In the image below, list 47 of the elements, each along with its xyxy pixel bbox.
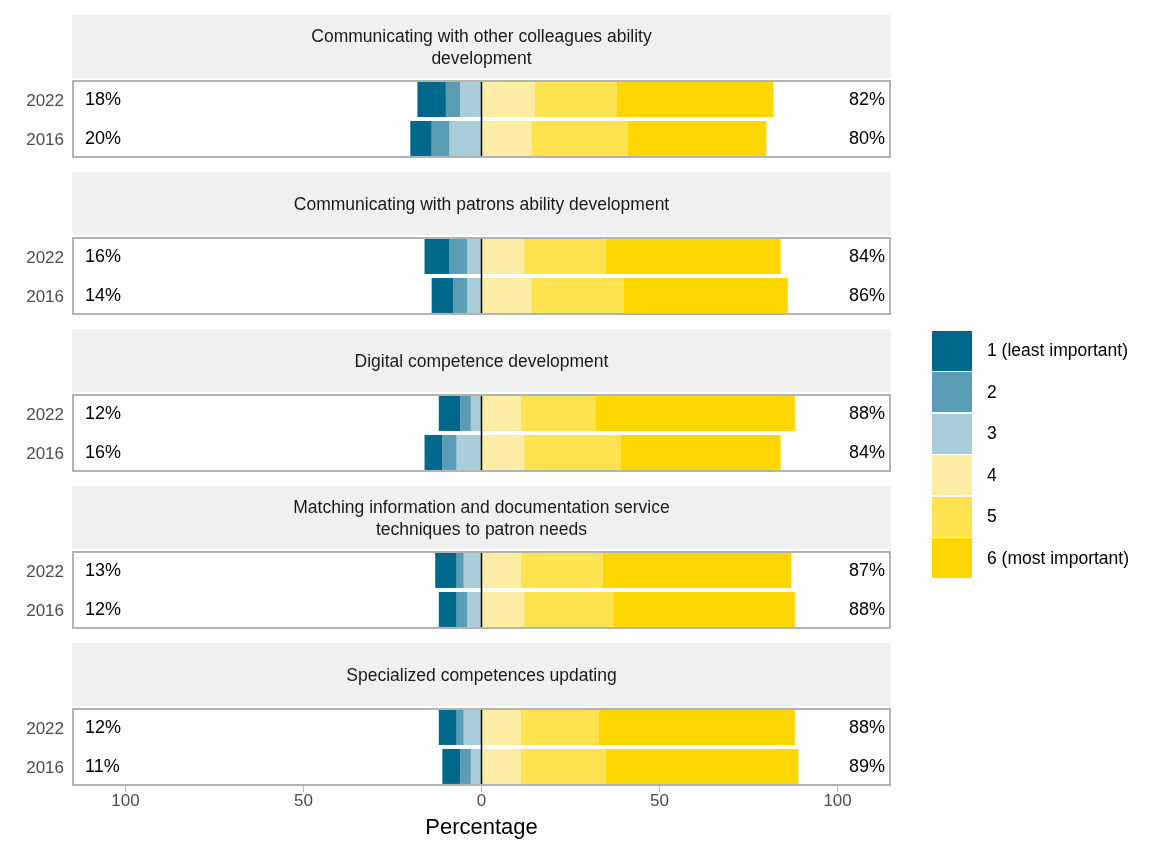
text: 84% (848, 441, 885, 462)
y-tick-label: 2016 (26, 600, 64, 620)
y-tick-label: 2016 (26, 443, 64, 463)
text: 20% (85, 127, 122, 148)
text: 13% (85, 559, 122, 580)
y-tick-label: 2022 (26, 404, 64, 424)
chart-title: Digital competence development (72, 329, 891, 392)
y-tick-label: 2016 (26, 286, 64, 306)
x-tick-label: 50 (294, 791, 313, 811)
y-tick-label: 2022 (26, 90, 64, 110)
text: 88% (848, 598, 885, 619)
text: 16% (85, 245, 122, 266)
text: 11% (85, 755, 120, 776)
text: 12% (85, 402, 122, 423)
text: 87% (848, 559, 885, 580)
x-axis-title: Percentage (424, 814, 539, 840)
y-tick-label: 2022 (26, 247, 64, 267)
text: 18% (85, 88, 122, 109)
text: 14% (85, 284, 122, 305)
legend-label: 4 (987, 464, 997, 486)
legend-label: 5 (987, 506, 997, 528)
legend-label: 6 (most important) (987, 547, 1129, 569)
text: 88% (848, 716, 885, 737)
legend-label: 1 (least important) (987, 340, 1129, 362)
chart-title: Communicating with other colleagues ability development (72, 15, 891, 78)
text: 89% (848, 755, 885, 776)
x-tick-label: 50 (650, 791, 669, 811)
chart-title: Specialized competences updating (72, 643, 891, 706)
text: 12% (85, 716, 122, 737)
y-tick-label: 2016 (26, 129, 64, 149)
legend-label: 3 (987, 423, 997, 445)
text: 86% (848, 284, 885, 305)
y-tick-label: 2016 (26, 757, 64, 777)
text: 88% (848, 402, 885, 423)
x-tick-label: 100 (823, 791, 852, 811)
text: 82% (848, 88, 885, 109)
text: 12% (85, 598, 122, 619)
x-tick-label: 0 (476, 791, 487, 811)
chart-title: Matching information and documentation service techniques to patron needs (72, 486, 891, 549)
text: 16% (85, 441, 122, 462)
legend-label: 2 (987, 381, 997, 403)
text: 84% (848, 245, 885, 266)
text: 80% (848, 127, 885, 148)
chart-title: Communicating with patrons ability development (72, 172, 891, 235)
x-tick-label: 100 (111, 791, 140, 811)
y-tick-label: 2022 (26, 718, 64, 738)
y-tick-label: 2022 (26, 561, 64, 581)
